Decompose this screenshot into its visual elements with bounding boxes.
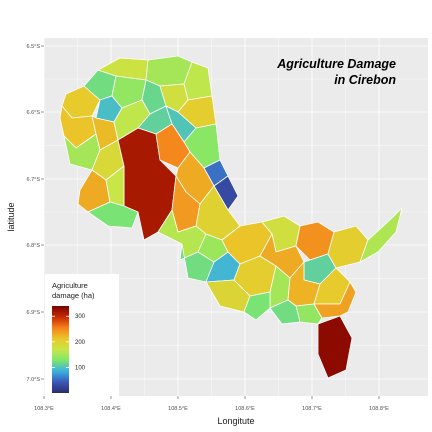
y-tick-label: 6.6°S bbox=[26, 110, 40, 116]
legend: Agriculture damage (ha) 300 200 100 bbox=[45, 274, 119, 396]
map-title-line-2: in Cirebon bbox=[334, 73, 396, 87]
legend-title-line-1: Agriculture bbox=[52, 281, 88, 290]
y-tick-label: 6.7°S bbox=[26, 177, 40, 183]
district-r40 bbox=[243, 291, 271, 321]
x-axis-title: Longitute bbox=[217, 416, 254, 426]
y-tick-label: 6.9°S bbox=[26, 310, 40, 316]
y-tick-label: 6.5°S bbox=[26, 44, 40, 50]
legend-tick-label: 300 bbox=[75, 314, 86, 320]
x-tick-label: 108.8°E bbox=[369, 406, 389, 412]
y-tick-label: 7.0°S bbox=[26, 377, 40, 383]
district-r49 bbox=[313, 281, 357, 319]
district-r23 bbox=[87, 201, 139, 229]
y-tick-label: 6.8°S bbox=[26, 243, 40, 249]
legend-title-line-2: damage (ha) bbox=[52, 291, 95, 300]
x-tick-label: 108.7°E bbox=[302, 406, 322, 412]
legend-tick-label: 100 bbox=[75, 365, 86, 371]
map-title-line-1: Agriculture Damage bbox=[276, 57, 396, 71]
y-axis-title: latitude bbox=[6, 202, 16, 231]
x-tick-label: 108.3°E bbox=[34, 406, 54, 412]
x-tick-label: 108.6°E bbox=[235, 406, 255, 412]
y-axis-ticks: 6.5°S 6.6°S 6.7°S 6.8°S 6.9°S 7.0°S bbox=[26, 44, 44, 383]
district-r47 bbox=[269, 299, 301, 325]
legend-colorbar bbox=[52, 306, 69, 393]
x-axis-ticks: 108.3°E 108.4°E 108.5°E 108.6°E 108.7°E 108.8… bbox=[34, 396, 389, 412]
district-regions bbox=[59, 55, 403, 379]
district-r48 bbox=[359, 207, 403, 263]
legend-tick-label: 200 bbox=[75, 340, 86, 346]
x-tick-label: 108.4°E bbox=[101, 406, 121, 412]
x-tick-label: 108.5°E bbox=[168, 406, 188, 412]
legend-ticks: 300 200 100 bbox=[52, 314, 86, 371]
